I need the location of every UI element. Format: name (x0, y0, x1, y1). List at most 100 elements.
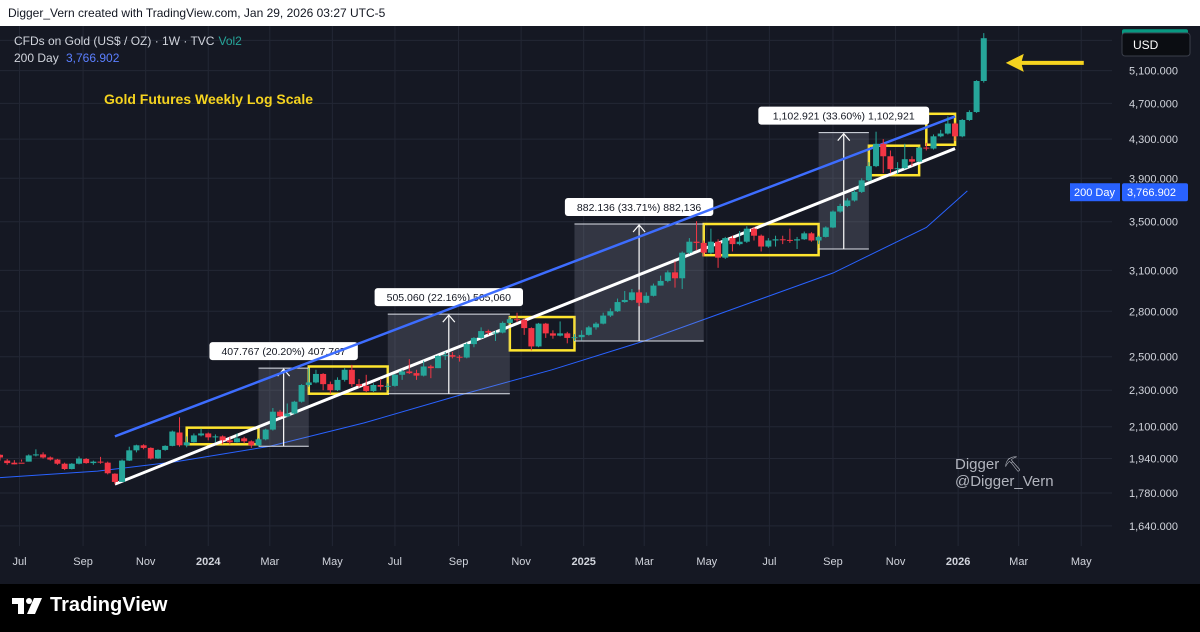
yellow-arrow-annotation (1005, 53, 1084, 72)
x-tick-label: 2025 (571, 556, 595, 568)
candle-body (248, 441, 255, 446)
candle-body (657, 280, 664, 286)
candle-body (549, 333, 556, 336)
candle-body (104, 462, 111, 474)
candle-body (600, 315, 607, 324)
candle-body (772, 239, 779, 241)
x-tick-label: Sep (823, 556, 843, 568)
y-tick-label: 1,640.000 (1129, 521, 1178, 533)
y-tick-label: 1,780.000 (1129, 488, 1178, 500)
candle-body (485, 331, 492, 333)
candle-body (420, 366, 427, 376)
candle-body (722, 238, 729, 258)
candle-body (348, 369, 355, 385)
candle-body (212, 436, 219, 438)
currency-button[interactable]: USD (1121, 32, 1191, 57)
candle-body (284, 413, 291, 417)
candle-body (83, 458, 90, 464)
candle-body (707, 241, 714, 253)
candle-body (837, 205, 844, 212)
candle-body (858, 180, 865, 192)
candle-body (18, 462, 25, 464)
candle-body (391, 374, 398, 386)
candle-body (944, 123, 951, 134)
candle-body (205, 433, 212, 438)
candle-body (341, 369, 348, 380)
candle-body (456, 356, 463, 358)
candle-body (628, 292, 635, 300)
candle-body (413, 373, 420, 376)
candle-body (119, 460, 126, 482)
candle-body (169, 431, 176, 446)
candle-body (829, 211, 836, 228)
candle-body (851, 191, 858, 201)
candle-body (68, 463, 75, 469)
candle-body (880, 143, 887, 157)
candle-body (822, 227, 829, 237)
legend-ma-label: 200 Day (14, 51, 59, 65)
y-tick-label: 2,500.000 (1129, 352, 1178, 364)
candle-body (528, 328, 535, 347)
candle-body (959, 119, 966, 137)
y-tick-label: 3,900.000 (1129, 173, 1178, 185)
candle-body (578, 334, 585, 338)
candle-body (815, 236, 822, 241)
footer: TradingView (0, 584, 1200, 632)
candle-body (111, 473, 118, 482)
measure-label-bg (209, 342, 358, 361)
candle-body (162, 445, 169, 450)
annotations (1005, 53, 1084, 72)
consolidation-box (508, 315, 576, 352)
tradingview-logo-icon (12, 597, 42, 614)
measure-arrow-head (442, 314, 456, 323)
ma-name-tag (1070, 183, 1120, 202)
x-tick-label: Nov (511, 556, 531, 568)
candle-body (312, 373, 319, 383)
ma-value-label: 3,766.902 (1127, 187, 1176, 199)
y-tick-label: 3,100.000 (1129, 265, 1178, 277)
candle-body (636, 292, 643, 303)
candle-body (908, 159, 915, 162)
measure-label: 407.767 (20.20%) 407,767 (221, 346, 346, 358)
candle-body (233, 438, 240, 443)
candle-body (226, 440, 233, 443)
candle-body (478, 331, 485, 338)
candle-body (305, 382, 312, 386)
price-chart[interactable]: 407.767 (20.20%) 407,767 505.060 (22.16%)… (0, 26, 1200, 584)
candle-body (593, 323, 600, 328)
candle-body (25, 455, 32, 462)
candle-body (873, 143, 880, 167)
x-tick-label: 2024 (196, 556, 221, 568)
candles (0, 33, 987, 485)
candle-body (736, 241, 743, 245)
candle-body (377, 385, 384, 387)
measure-arrow-head (837, 132, 851, 142)
x-tick-label: May (696, 556, 717, 568)
candle-body (363, 385, 370, 392)
measure-label-bg (374, 288, 524, 307)
candle-body (844, 200, 851, 206)
watermark-line2: @Digger_Vern (955, 473, 1054, 490)
candle-body (154, 449, 161, 459)
x-tick-label: Jul (388, 556, 402, 568)
x-tick-label: Mar (1009, 556, 1028, 568)
candle-body (399, 371, 406, 375)
x-tick-label: Mar (635, 556, 654, 568)
x-tick-label: May (1071, 556, 1092, 568)
candle-body (715, 241, 722, 258)
candle-body (966, 112, 973, 120)
candle-body (786, 239, 793, 241)
measure-label-bg (758, 106, 930, 125)
candle-body (47, 457, 54, 460)
y-tick-label: 4,700.000 (1129, 98, 1178, 110)
tradingview-logo[interactable]: TradingView (12, 594, 167, 617)
chart-area[interactable]: 407.767 (20.20%) 407,767 505.060 (22.16%)… (0, 26, 1200, 584)
y-tick-label: 3,500.000 (1129, 217, 1178, 229)
chart-title: Gold Futures Weekly Log Scale (104, 91, 313, 107)
candle-body (356, 384, 363, 386)
candle-body (291, 401, 298, 414)
candle-body (97, 461, 104, 463)
candle-body (219, 436, 226, 441)
candle-body (241, 438, 248, 442)
candle-body (794, 239, 801, 241)
